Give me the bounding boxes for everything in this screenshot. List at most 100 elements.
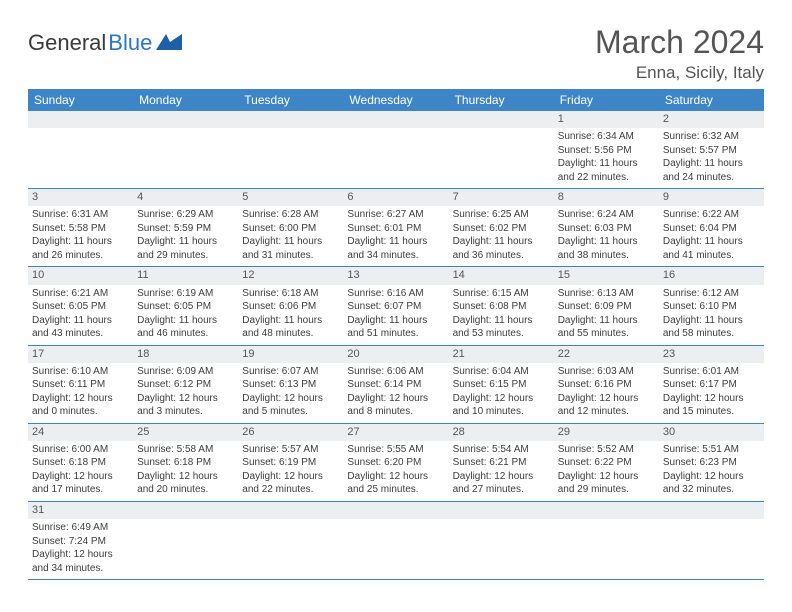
sunrise-text: Sunrise: 6:31 AM: [32, 208, 129, 222]
day-number: [133, 111, 238, 115]
sunset-text: Sunset: 6:07 PM: [347, 300, 444, 314]
day-number: 16: [659, 267, 764, 284]
day-cell-content: [659, 519, 764, 580]
daycontent-row: Sunrise: 6:21 AM Sunset: 6:05 PM Daylight:…: [28, 285, 764, 346]
flag-icon: [156, 34, 182, 52]
day-cell-number: [238, 111, 343, 128]
day-cell-number: 4: [133, 189, 238, 207]
day-content: Sunrise: 5:51 AMSunset: 6:23 PMDaylight:…: [659, 441, 764, 501]
weekday-header-row: Sunday Monday Tuesday Wednesday Thursday…: [28, 89, 764, 111]
day-cell-number: [449, 111, 554, 128]
day-number: [238, 502, 343, 506]
day-content: Sunrise: 6:49 AMSunset: 7:24 PMDaylight:…: [28, 519, 133, 579]
daynum-row: 24252627282930: [28, 423, 764, 441]
sunrise-text: Sunrise: 6:21 AM: [32, 287, 129, 301]
daylight-text: Daylight: 12 hours and 29 minutes.: [558, 470, 655, 497]
day-number: 2: [659, 111, 764, 128]
sunset-text: Sunset: 5:58 PM: [32, 222, 129, 236]
sunrise-text: Sunrise: 5:54 AM: [453, 443, 550, 457]
day-cell-number: 29: [554, 423, 659, 441]
day-content: Sunrise: 5:54 AMSunset: 6:21 PMDaylight:…: [449, 441, 554, 501]
day-content: Sunrise: 6:15 AMSunset: 6:08 PMDaylight:…: [449, 285, 554, 345]
sunset-text: Sunset: 6:22 PM: [558, 456, 655, 470]
day-cell-content: Sunrise: 6:10 AMSunset: 6:11 PMDaylight:…: [28, 363, 133, 424]
day-number: 12: [238, 267, 343, 284]
sunrise-text: Sunrise: 6:03 AM: [558, 365, 655, 379]
daycontent-row: Sunrise: 6:34 AMSunset: 5:56 PMDaylight:…: [28, 128, 764, 189]
day-cell-number: 26: [238, 423, 343, 441]
day-number: 8: [554, 189, 659, 206]
sunrise-text: Sunrise: 5:52 AM: [558, 443, 655, 457]
sunset-text: Sunset: 6:18 PM: [32, 456, 129, 470]
day-cell-number: 5: [238, 189, 343, 207]
day-content: Sunrise: 6:25 AMSunset: 6:02 PMDaylight:…: [449, 206, 554, 266]
daylight-text: Daylight: 11 hours and 48 minutes.: [242, 314, 339, 341]
day-content: Sunrise: 6:28 AMSunset: 6:00 PMDaylight:…: [238, 206, 343, 266]
day-number: 6: [343, 189, 448, 206]
brand-part2: Blue: [108, 30, 152, 56]
day-cell-content: Sunrise: 6:32 AMSunset: 5:57 PMDaylight:…: [659, 128, 764, 189]
day-content: [238, 519, 343, 565]
day-cell-number: 22: [554, 345, 659, 363]
daylight-text: Daylight: 11 hours and 34 minutes.: [347, 235, 444, 262]
day-content: [133, 128, 238, 174]
sunset-text: Sunset: 6:12 PM: [137, 378, 234, 392]
day-number: 1: [554, 111, 659, 128]
day-cell-content: Sunrise: 6:21 AMSunset: 6:05 PMDaylight:…: [28, 285, 133, 346]
day-cell-content: Sunrise: 6:34 AMSunset: 5:56 PMDaylight:…: [554, 128, 659, 189]
day-cell-number: [659, 501, 764, 519]
calendar-table: Sunday Monday Tuesday Wednesday Thursday…: [28, 89, 764, 580]
title-block: March 2024 Enna, Sicily, Italy: [595, 24, 764, 83]
sunset-text: Sunset: 6:11 PM: [32, 378, 129, 392]
day-cell-number: 15: [554, 267, 659, 285]
daylight-text: Daylight: 11 hours and 41 minutes.: [663, 235, 760, 262]
day-content: Sunrise: 6:12 AMSunset: 6:10 PMDaylight:…: [659, 285, 764, 345]
day-cell-content: Sunrise: 6:01 AMSunset: 6:17 PMDaylight:…: [659, 363, 764, 424]
day-cell-content: Sunrise: 6:07 AMSunset: 6:13 PMDaylight:…: [238, 363, 343, 424]
daylight-text: Daylight: 11 hours and 55 minutes.: [558, 314, 655, 341]
day-cell-content: Sunrise: 5:52 AMSunset: 6:22 PMDaylight:…: [554, 441, 659, 502]
sunrise-text: Sunrise: 6:06 AM: [347, 365, 444, 379]
day-number: 29: [554, 424, 659, 441]
sunset-text: Sunset: 6:02 PM: [453, 222, 550, 236]
sunrise-text: Sunrise: 6:32 AM: [663, 130, 760, 144]
day-cell-content: [133, 128, 238, 189]
sunrise-text: Sunrise: 6:28 AM: [242, 208, 339, 222]
brand-logo: GeneralBlue: [28, 30, 182, 56]
daylight-text: Daylight: 12 hours and 15 minutes.: [663, 392, 760, 419]
day-content: Sunrise: 6:09 AMSunset: 6:12 PMDaylight:…: [133, 363, 238, 423]
sunrise-text: Sunrise: 6:29 AM: [137, 208, 234, 222]
day-cell-content: Sunrise: 6:06 AMSunset: 6:14 PMDaylight:…: [343, 363, 448, 424]
day-cell-number: [238, 501, 343, 519]
daycontent-row: Sunrise: 6:10 AMSunset: 6:11 PM Daylight:…: [28, 363, 764, 424]
day-number: 13: [343, 267, 448, 284]
day-cell-number: 21: [449, 345, 554, 363]
daylight-text: Daylight: 12 hours and 20 minutes.: [137, 470, 234, 497]
sunset-text: Sunset: 6:05 PM: [137, 300, 234, 314]
day-cell-content: Sunrise: 5:55 AMSunset: 6:20 PMDaylight:…: [343, 441, 448, 502]
day-number: 3: [28, 189, 133, 206]
day-number: 24: [28, 424, 133, 441]
day-cell-content: Sunrise: 6:16 AMSunset: 6:07 PMDaylight:…: [343, 285, 448, 346]
day-cell-number: [343, 111, 448, 128]
day-cell-content: Sunrise: 6:49 AMSunset: 7:24 PMDaylight:…: [28, 519, 133, 580]
header: GeneralBlue March 2024 Enna, Sicily, Ita…: [28, 24, 764, 83]
day-cell-content: Sunrise: 6:28 AMSunset: 6:00 PMDaylight:…: [238, 206, 343, 267]
day-cell-content: [238, 519, 343, 580]
day-number: 10: [28, 267, 133, 284]
page-title: March 2024: [595, 24, 764, 61]
day-number: [343, 502, 448, 506]
day-cell-number: [28, 111, 133, 128]
sunset-text: Sunset: 6:20 PM: [347, 456, 444, 470]
day-number: 18: [133, 346, 238, 363]
day-content: Sunrise: 6:29 AMSunset: 5:59 PMDaylight:…: [133, 206, 238, 266]
day-cell-content: Sunrise: 6:00 AMSunset: 6:18 PMDaylight:…: [28, 441, 133, 502]
sunset-text: Sunset: 6:03 PM: [558, 222, 655, 236]
day-number: [28, 111, 133, 115]
sunrise-text: Sunrise: 6:01 AM: [663, 365, 760, 379]
sunset-text: Sunset: 6:00 PM: [242, 222, 339, 236]
sunset-text: Sunset: 6:16 PM: [558, 378, 655, 392]
sunrise-text: Sunrise: 6:10 AM: [32, 365, 129, 379]
day-content: Sunrise: 6:00 AMSunset: 6:18 PMDaylight:…: [28, 441, 133, 501]
daylight-text: Daylight: 11 hours and 29 minutes.: [137, 235, 234, 262]
